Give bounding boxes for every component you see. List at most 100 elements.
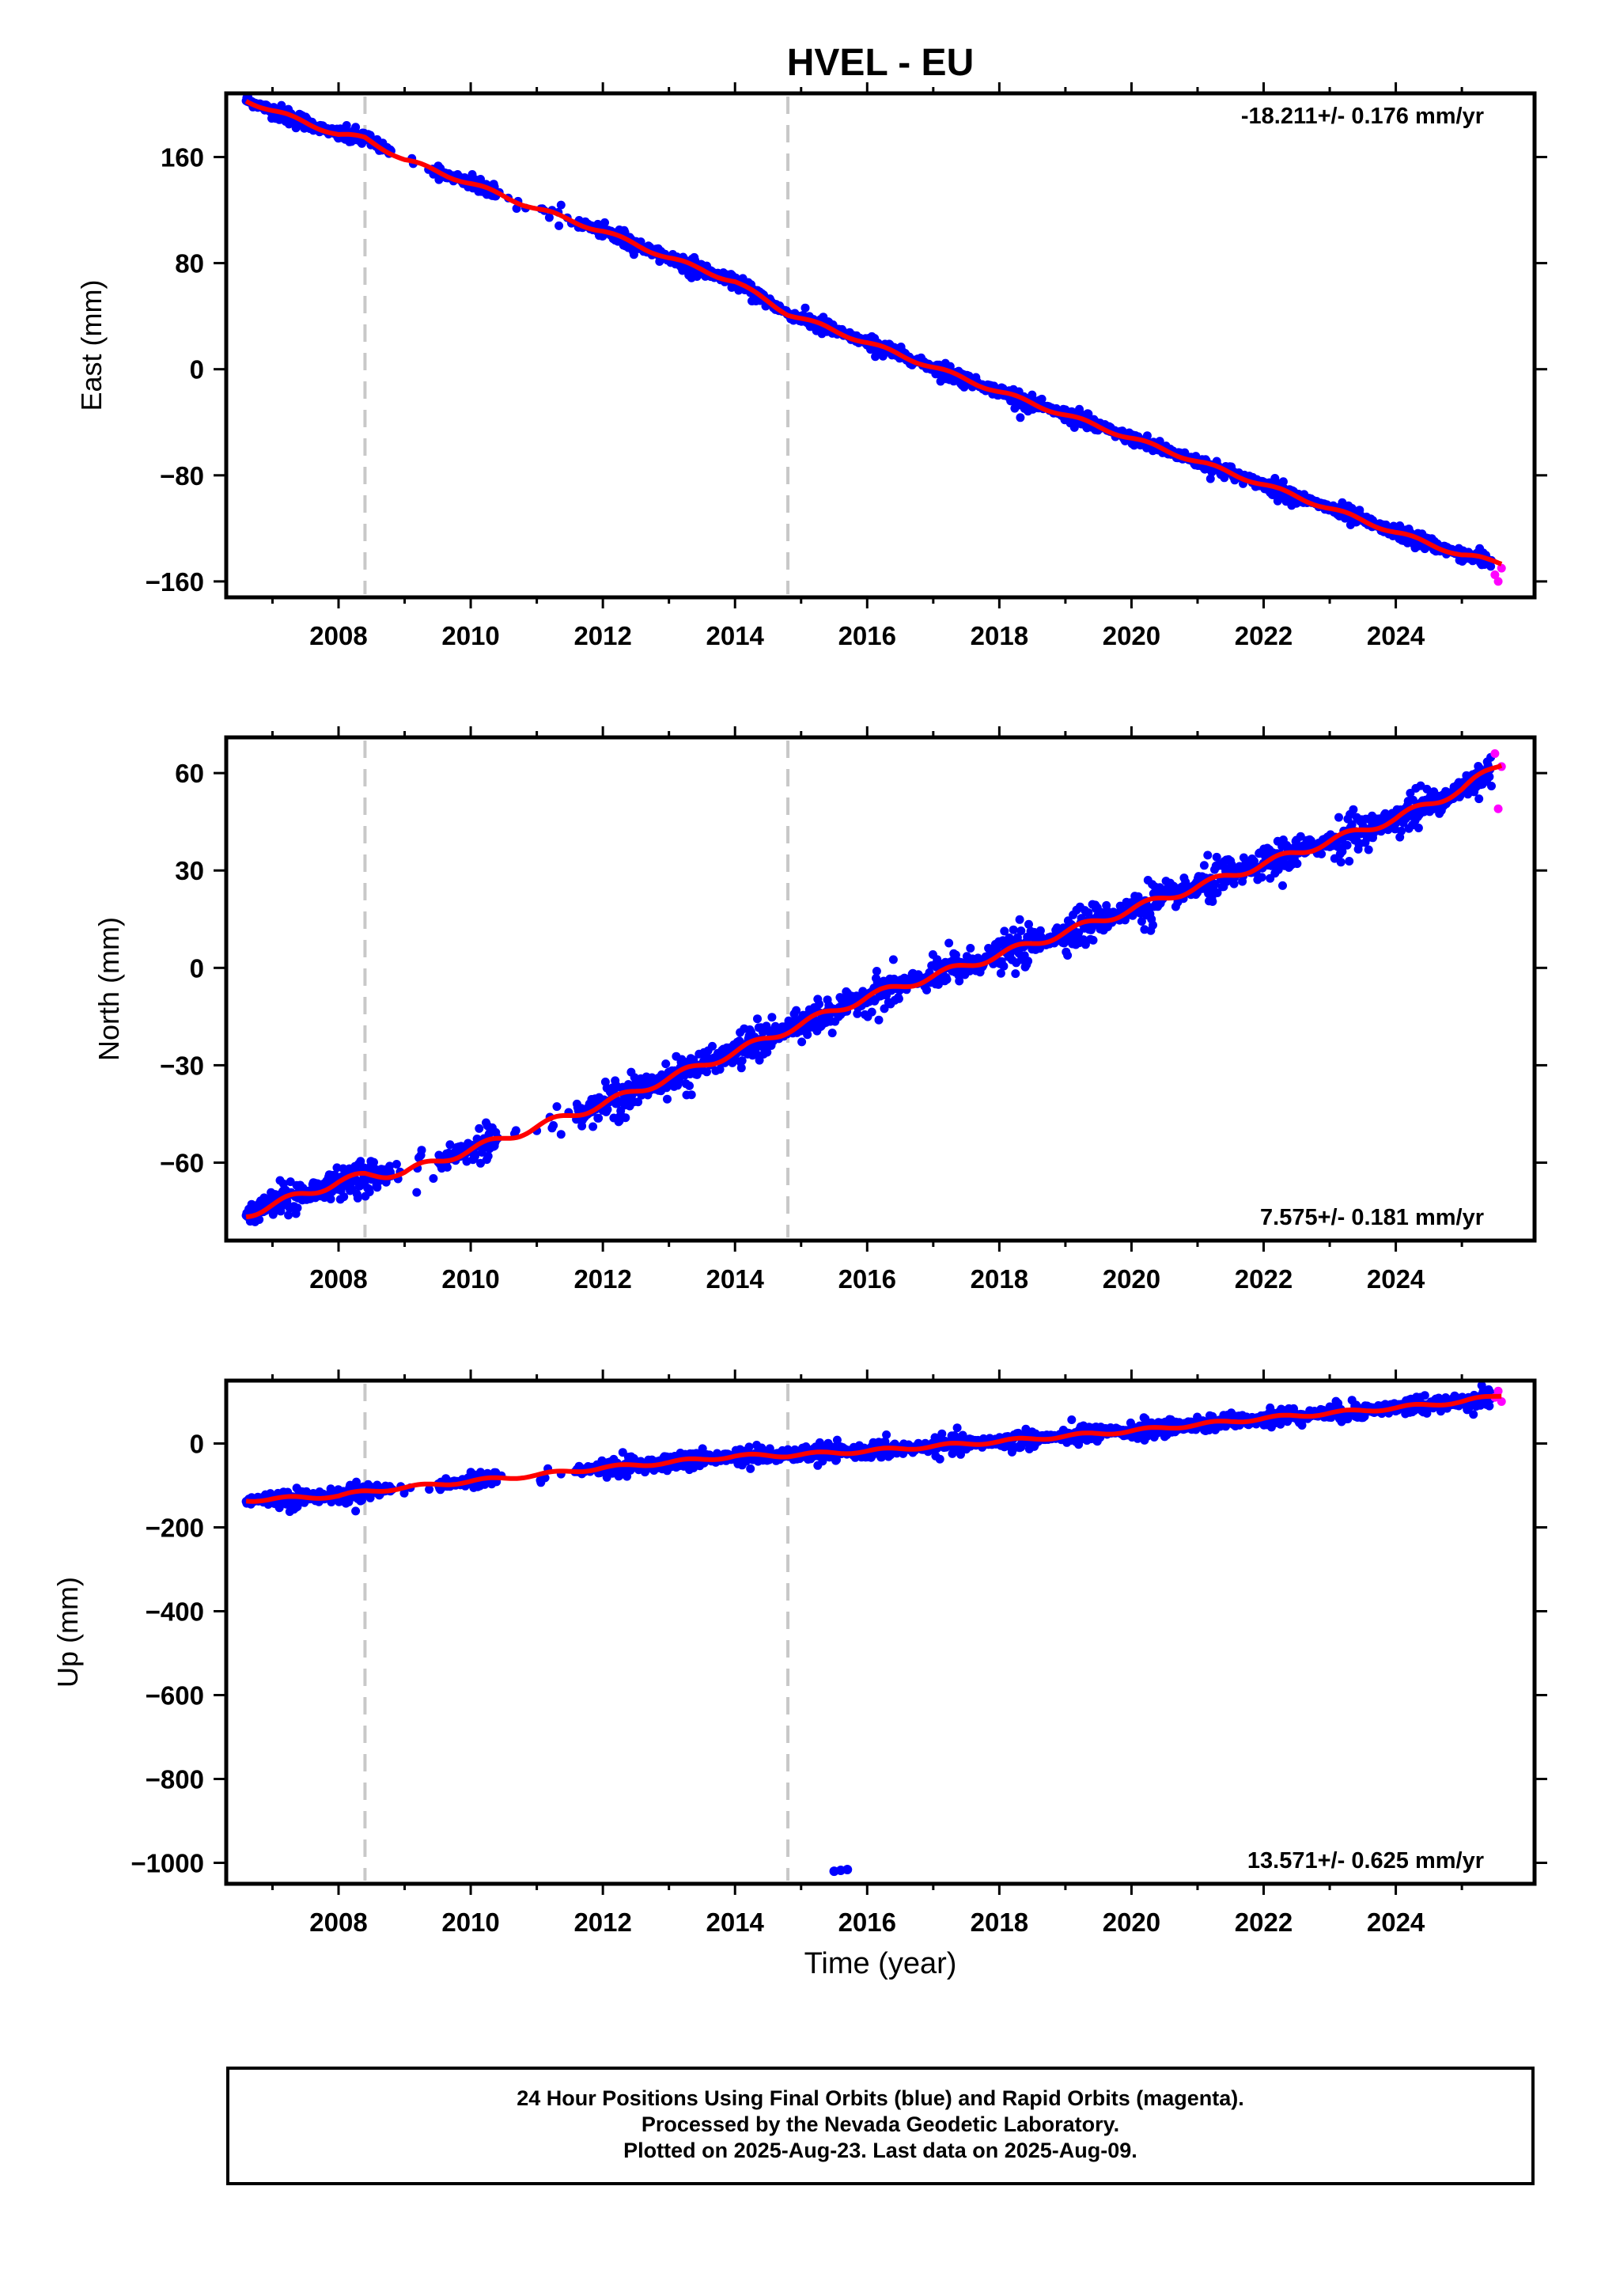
data-point: [661, 1059, 671, 1069]
panel-north: 2008 2010 2012 2014 2016 2018 2020 2022 2024−60−…: [93, 726, 1547, 1294]
data-point: [1334, 813, 1343, 822]
panels: 2008 2010 2012 2014 2016 2018 2020 2022 2024−160…: [51, 82, 1547, 1937]
x-tick-label: 2022: [1235, 1264, 1293, 1294]
data-point: [1278, 881, 1287, 890]
data-point: [1296, 832, 1305, 841]
y-tick-label: −30: [160, 1051, 204, 1080]
data-point: [255, 1215, 264, 1224]
rapid-orbit-points: [1490, 563, 1506, 586]
data-point: [554, 221, 564, 230]
data-point: [1420, 1391, 1429, 1400]
data-point: [702, 1067, 711, 1077]
data-point: [369, 1157, 378, 1167]
y-tick-label: 0: [190, 953, 204, 983]
data-point: [827, 1029, 837, 1038]
data-point: [483, 1151, 493, 1161]
data-point: [1011, 969, 1020, 979]
data-point: [952, 1423, 962, 1433]
plot-title: HVEL - EU: [787, 42, 974, 84]
data-point: [1345, 857, 1354, 866]
data-point: [880, 1004, 889, 1013]
data-point: [955, 976, 964, 986]
x-tick-label: 2024: [1367, 1264, 1425, 1294]
data-point: [1149, 920, 1157, 930]
data-point: [293, 1203, 302, 1213]
x-tick-label: 2016: [838, 1264, 896, 1294]
panel-east: 2008 2010 2012 2014 2016 2018 2020 2022 2024−160…: [75, 82, 1547, 650]
data-point: [1063, 951, 1073, 960]
x-tick-label: 2020: [1103, 1264, 1160, 1294]
x-tick-label: 2018: [971, 1264, 1028, 1294]
data-point: [797, 1037, 807, 1047]
data-point: [353, 1193, 362, 1203]
y-tick-label: 0: [190, 355, 204, 385]
data-point: [792, 1006, 801, 1015]
data-point: [1035, 926, 1045, 935]
data-point: [1205, 474, 1215, 483]
data-point: [634, 1097, 643, 1107]
y-tick-label: 60: [175, 759, 204, 788]
data-point: [996, 968, 1005, 978]
data-point: [685, 1081, 694, 1090]
y-tick-label: 30: [175, 856, 204, 885]
data-point: [1397, 826, 1406, 835]
data-point: [1229, 879, 1239, 888]
velocity-annotation: 7.575+/- 0.181 mm/yr: [1260, 1205, 1484, 1230]
data-point: [556, 200, 566, 210]
data-point: [442, 1162, 452, 1172]
data-point: [944, 938, 954, 948]
data-point: [511, 1126, 520, 1135]
data-point: [803, 1030, 812, 1040]
x-tick-label: 2008: [309, 1264, 367, 1294]
data-point: [663, 1094, 672, 1104]
data-point: [1203, 851, 1213, 860]
data-point: [999, 961, 1009, 971]
data-point: [326, 1195, 335, 1203]
x-tick-label: 2022: [1235, 621, 1293, 650]
rapid-point: [1490, 570, 1500, 580]
data-point: [589, 1122, 598, 1131]
data-point: [417, 1146, 426, 1155]
data-point: [471, 1151, 479, 1161]
x-tick-label: 2018: [971, 621, 1028, 650]
y-tick-label: −80: [160, 461, 204, 491]
final-orbit-points: [241, 1381, 1496, 1877]
data-point: [736, 1063, 746, 1073]
data-point: [767, 1013, 777, 1022]
data-point: [1336, 858, 1346, 867]
data-point: [1487, 782, 1496, 790]
data-point: [356, 1157, 365, 1166]
data-point: [1000, 926, 1009, 936]
data-point: [715, 1065, 725, 1074]
data-point: [1349, 805, 1358, 814]
data-point: [1009, 925, 1018, 934]
data-point: [544, 213, 554, 222]
data-point: [342, 121, 351, 130]
data-point: [613, 1096, 623, 1105]
plot-frame: [224, 91, 1537, 600]
data-point: [475, 1123, 484, 1133]
data-point: [737, 1056, 747, 1066]
x-tick-label: 2024: [1367, 621, 1425, 650]
data-point: [894, 994, 903, 1003]
data-point: [1208, 897, 1217, 906]
rapid-point: [1493, 804, 1503, 813]
data-point: [935, 1454, 944, 1464]
model-line: [244, 99, 1503, 566]
data-point: [1213, 888, 1222, 897]
data-point: [476, 1158, 485, 1168]
data-point: [687, 1090, 696, 1100]
x-tick-label: 2014: [706, 621, 765, 650]
y-tick-label: 160: [161, 142, 204, 172]
data-point: [365, 1188, 374, 1196]
data-point: [888, 955, 898, 964]
x-tick-label: 2010: [441, 621, 499, 650]
data-point: [1015, 915, 1024, 924]
data-point: [621, 1113, 630, 1123]
data-point: [284, 1211, 293, 1220]
data-point: [800, 303, 810, 313]
rapid-point: [1497, 563, 1506, 573]
panel-up: 2008 2010 2012 2014 2016 2018 2020 2022 2024−100…: [51, 1370, 1547, 1937]
data-point: [1199, 861, 1209, 870]
data-point: [1278, 477, 1288, 487]
